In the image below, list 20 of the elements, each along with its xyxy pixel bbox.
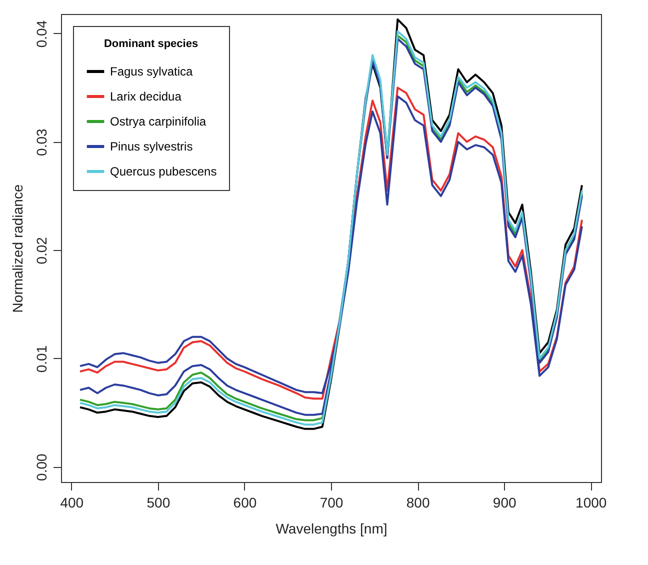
x-tick-label: 500 [146, 494, 170, 510]
legend-label: Pinus sylvestris [110, 140, 193, 154]
y-tick-label: 0.02 [34, 236, 50, 264]
x-tick-label: 400 [60, 494, 84, 510]
legend-label: Larix decidua [110, 90, 182, 104]
legend-label: Fagus sylvatica [110, 64, 194, 78]
legend-title: Dominant species [104, 38, 198, 50]
x-tick-label: 900 [492, 494, 516, 510]
x-tick-label: 600 [233, 494, 257, 510]
x-tick-label: 1000 [576, 494, 607, 510]
x-axis-title: Wavelengths [nm] [276, 520, 388, 536]
y-tick-label: 0.04 [34, 20, 50, 48]
y-axis-title: Normalized radiance [10, 184, 26, 313]
y-tick-label: 0.03 [34, 128, 50, 156]
y-tick-label: 0.01 [34, 345, 50, 373]
x-tick-label: 800 [406, 494, 430, 510]
legend-label: Ostrya carpinifolia [110, 114, 206, 128]
legend-label: Quercus pubescens [110, 164, 217, 178]
y-tick-label: 0.00 [34, 453, 50, 481]
x-tick-label: 700 [320, 494, 344, 510]
